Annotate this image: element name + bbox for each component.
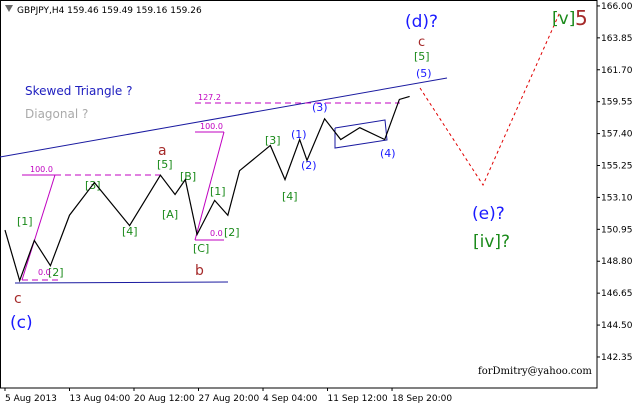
wave-label: (2) <box>301 159 317 172</box>
wave-label: [5] <box>414 50 430 63</box>
wave-label: [5] <box>157 158 173 171</box>
fib-label: 0.0 <box>210 229 223 238</box>
wave-label: a <box>158 143 167 159</box>
watermark: forDmitry@yahoo.com <box>478 366 592 377</box>
plot-frame <box>0 0 598 389</box>
wave-label: [iv]? <box>473 232 510 252</box>
y-tick-label: 155.25 <box>601 162 632 172</box>
wave-label: [B] <box>180 170 196 183</box>
wave-label: (4) <box>380 147 396 160</box>
price-line <box>4 95 410 283</box>
fib-label: 0.0 <box>38 268 51 277</box>
wave-label: (3) <box>312 101 328 114</box>
wave-label: (1) <box>291 128 307 141</box>
y-tick-label: 153.10 <box>601 193 632 203</box>
wave-label: (d)? <box>405 12 438 32</box>
wave-label: [1] <box>210 185 226 198</box>
wave-label: [A] <box>162 208 178 221</box>
annotations: (d)? c [5] (5) [v] 5 Skewed Triangle ? D… <box>10 6 592 377</box>
wave-label: [3] <box>265 134 281 147</box>
header: GBPJPY,H4 159.46 159.49 159.16 159.26 <box>17 6 202 16</box>
wave-label: [1] <box>17 215 33 228</box>
x-tick-label: 27 Aug 20:00 <box>199 394 260 404</box>
fib-label: 127.2 <box>198 93 221 102</box>
pattern-label: Diagonal ? <box>25 107 88 121</box>
fib-line <box>21 174 56 281</box>
wave-label: [4] <box>122 225 138 238</box>
wave-label: b <box>195 263 204 279</box>
y-tick-label: 163.85 <box>601 34 632 44</box>
wave-label: c <box>418 35 425 50</box>
channel <box>334 119 388 149</box>
y-tick-label: 148.80 <box>601 257 632 267</box>
wave-label: [C] <box>193 242 209 255</box>
wave-label: [4] <box>282 190 298 203</box>
y-tick-label: 166.00 <box>601 2 632 12</box>
x-tick-label: 13 Aug 04:00 <box>69 394 130 404</box>
wave-label: (5) <box>416 67 432 80</box>
symbol-icon <box>5 5 13 12</box>
y-tick-label: 146.65 <box>601 289 632 299</box>
wave-label: (c) <box>10 313 33 333</box>
triangle-lower <box>14 281 229 284</box>
wave-label: 5 <box>575 6 588 30</box>
wave-label: [2] <box>224 226 240 239</box>
y-tick-label: 150.95 <box>601 225 632 235</box>
fib-label: 100.0 <box>30 165 53 174</box>
x-tick-label: 20 Aug 12:00 <box>134 394 195 404</box>
fib-line <box>194 131 225 241</box>
wave-label: c <box>14 291 22 307</box>
triangle-upper <box>0 77 448 158</box>
wave-label: [v] <box>552 9 575 29</box>
pattern-label: Skewed Triangle ? <box>25 84 132 98</box>
x-tick-label: 18 Sep 20:00 <box>392 394 452 404</box>
fib-label: 100.0 <box>200 122 223 131</box>
wave-label: (e)? <box>472 204 505 224</box>
y-tick-label: 159.55 <box>601 98 632 108</box>
y-tick-label: 142.35 <box>601 353 632 363</box>
x-tick-label: 11 Sep 12:00 <box>328 394 388 404</box>
x-tick-label: 5 Aug 2013 <box>5 394 57 404</box>
y-tick-label: 157.40 <box>601 130 632 140</box>
wave-label: [2] <box>48 266 64 279</box>
forecast-path <box>419 11 561 187</box>
y-tick-label: 144.50 <box>601 321 632 331</box>
x-tick-label: 4 Sep 04:00 <box>263 394 318 404</box>
y-tick-label: 161.70 <box>601 66 632 76</box>
